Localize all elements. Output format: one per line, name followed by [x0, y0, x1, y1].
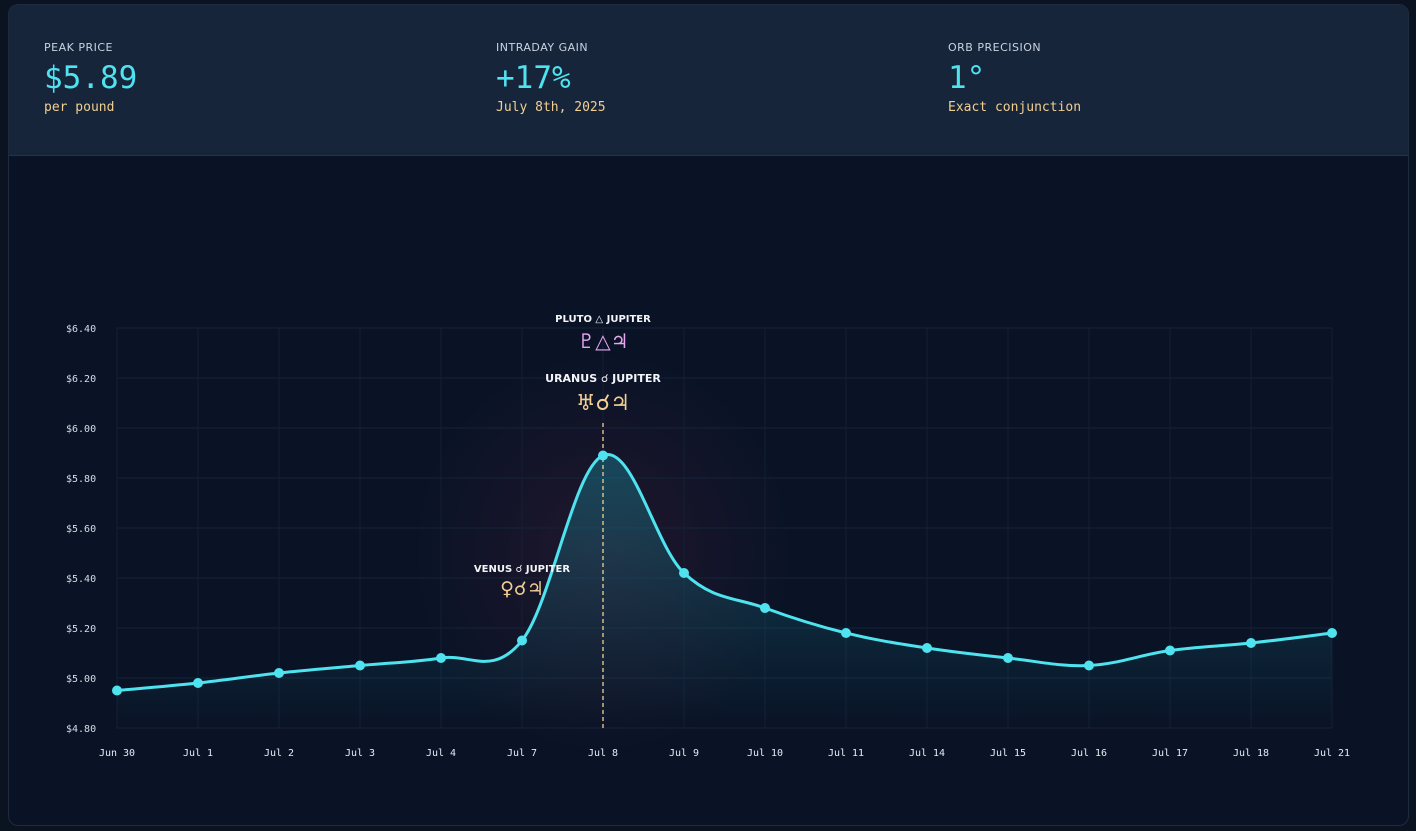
stat-value: 1°	[948, 60, 986, 96]
x-tick-label: Jul 1	[183, 748, 213, 759]
x-tick-label: Jul 10	[747, 748, 783, 759]
annotation-label: PLUTO △ JUPITER	[555, 314, 651, 325]
y-tick-label: $5.00	[66, 674, 96, 685]
y-tick-label: $5.80	[66, 474, 96, 485]
y-tick-label: $5.60	[66, 524, 96, 535]
data-point	[1084, 660, 1094, 671]
aspect-glyph: ♇△♃	[577, 329, 628, 353]
annotation-label: URANUS ☌ JUPITER	[545, 372, 661, 385]
stat-orb-precision: ORB PRECISION 1° Exact conjunction	[948, 41, 1081, 115]
x-tick-label: Jul 21	[1314, 748, 1350, 759]
x-tick-label: Jun 30	[99, 748, 135, 759]
x-tick-label: Jul 15	[990, 748, 1026, 759]
data-point	[1246, 638, 1256, 648]
y-tick-label: $4.80	[66, 724, 96, 735]
y-tick-label: $5.20	[66, 624, 96, 635]
x-tick-label: Jul 7	[507, 748, 537, 759]
stats-bar: PEAK PRICE $5.89 per pound INTRADAY GAIN…	[9, 5, 1408, 156]
stat-subtext: Exact conjunction	[948, 100, 1082, 115]
data-point	[841, 628, 851, 638]
stat-value: $5.89	[44, 60, 138, 96]
data-point	[517, 635, 527, 646]
annotation-label: VENUS ☌ JUPITER	[474, 564, 570, 575]
data-point	[1165, 645, 1175, 656]
x-tick-label: Jul 3	[345, 748, 375, 759]
data-point	[436, 653, 446, 663]
x-tick-label: Jul 8	[588, 748, 618, 759]
x-tick-label: Jul 9	[669, 748, 699, 759]
price-chart: $4.80 $5.00 $5.20 $5.40 $5.60 $5.80 $6.00 $6.20…	[66, 314, 1350, 759]
stat-label: PEAK PRICE	[44, 41, 113, 54]
stat-peak-price: PEAK PRICE $5.89 per pound	[44, 41, 137, 115]
x-tick-label: Jul 16	[1071, 748, 1107, 759]
x-tick-label: Jul 17	[1152, 748, 1188, 759]
data-point	[679, 568, 689, 578]
y-tick-label: $6.20	[66, 374, 96, 385]
stat-subtext: July 8th, 2025	[496, 100, 606, 115]
dashboard-panel: PEAK PRICE $5.89 per pound INTRADAY GAIN…	[8, 4, 1409, 826]
data-point	[112, 685, 122, 696]
area-fill	[117, 454, 1332, 728]
data-point	[193, 678, 203, 688]
stat-label: ORB PRECISION	[948, 41, 1042, 54]
stat-label: INTRADAY GAIN	[496, 41, 589, 54]
x-tick-label: Jul 2	[264, 748, 294, 759]
price-chart-area: $4.80 $5.00 $5.20 $5.40 $5.60 $5.80 $6.00 $6.20…	[9, 155, 1408, 825]
data-point	[598, 450, 608, 461]
y-tick-label: $6.40	[66, 324, 96, 335]
data-point	[1327, 628, 1337, 638]
stat-value: +17%	[496, 60, 571, 96]
aspect-glyph: ♅☌♃	[576, 391, 630, 416]
data-point	[355, 660, 365, 671]
x-tick-label: Jul 11	[828, 748, 864, 759]
data-point	[1003, 653, 1013, 663]
x-tick-label: Jul 18	[1233, 748, 1269, 759]
stat-intraday-gain: INTRADAY GAIN +17% July 8th, 2025	[496, 41, 606, 115]
y-tick-label: $5.40	[66, 574, 96, 585]
data-point	[922, 643, 932, 653]
data-point	[274, 668, 284, 678]
y-tick-label: $6.00	[66, 424, 96, 435]
data-point	[760, 603, 770, 613]
x-tick-label: Jul 4	[426, 748, 456, 759]
aspect-glyph: ♀☌♃	[500, 578, 544, 600]
x-tick-label: Jul 14	[909, 748, 945, 759]
stat-subtext: per pound	[44, 100, 115, 115]
